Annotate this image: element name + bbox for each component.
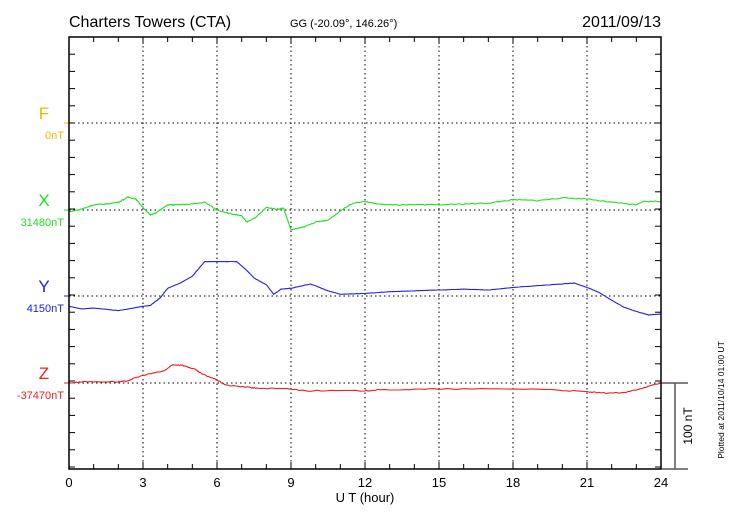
series-name-x: X [38, 191, 49, 210]
x-axis-label: U T (hour) [336, 490, 395, 505]
series-name-z: Z [39, 364, 49, 383]
series-baseline-f: 0nT [45, 130, 64, 142]
station-title: Charters Towers (CTA) [69, 14, 231, 31]
series-line-x [68, 196, 662, 231]
series-labels: F 0nT X 31480nT Y 4150nT Z -37470nT [17, 104, 69, 402]
x-tick-labels: 0 3 6 9 12 15 18 21 24 [65, 475, 668, 490]
series-name-y: Y [38, 277, 49, 296]
series-name-f: F [39, 104, 49, 123]
series-line-y [68, 260, 661, 316]
station-coords: GG (-20.09°, 146.26°) [290, 18, 397, 30]
x-tick-label: 6 [213, 475, 220, 490]
series-baseline-z: -37470nT [17, 390, 64, 402]
series-line-z [68, 364, 662, 394]
x-tick-label: 15 [432, 475, 446, 490]
axis-ticks [68, 36, 662, 469]
x-tick-label: 9 [287, 475, 294, 490]
plotted-timestamp: Plotted at 2011/10/14 01:00 UT [716, 341, 726, 459]
series-baseline-y: 4150nT [27, 303, 65, 315]
x-tick-label: 18 [506, 475, 520, 490]
plot-date: 2011/09/13 [582, 14, 661, 31]
grid-lines [69, 37, 661, 469]
x-tick-label: 12 [358, 475, 372, 490]
series-lines [68, 196, 662, 394]
scale-bar-label: 100 nT [681, 407, 695, 445]
x-tick-label: 24 [654, 475, 668, 490]
plot-frame [68, 36, 662, 470]
scale-bar: 100 nT [661, 382, 695, 470]
x-tick-label: 21 [580, 475, 594, 490]
x-tick-label: 3 [139, 475, 146, 490]
series-baseline-x: 31480nT [21, 217, 65, 229]
x-tick-label: 0 [65, 475, 72, 490]
